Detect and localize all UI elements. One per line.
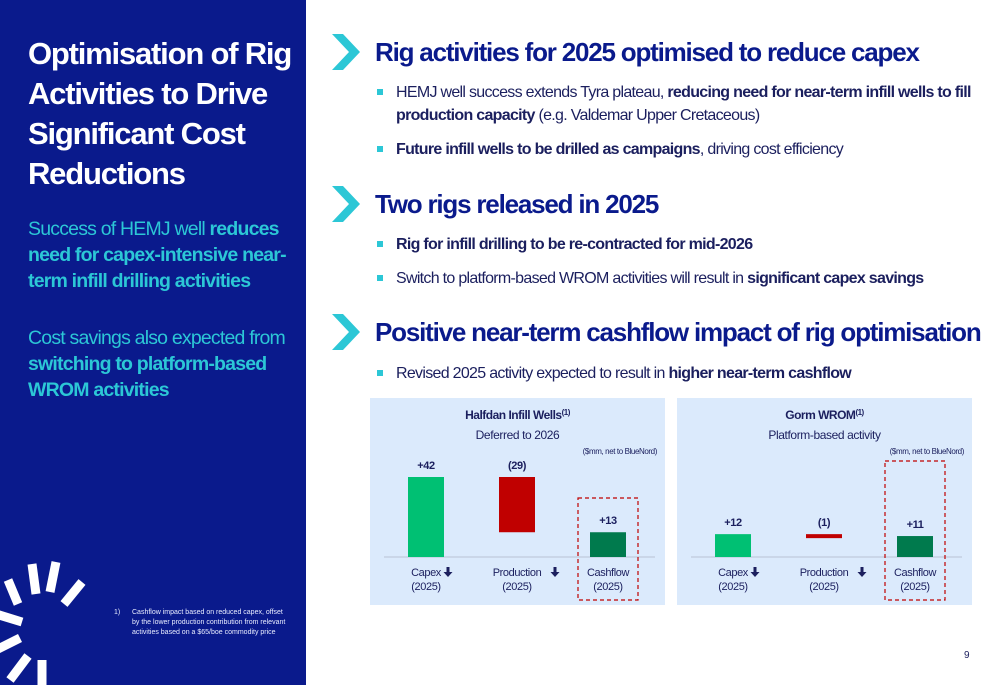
bullet-bold-text: reducing need for near-term infill wells… [396, 84, 971, 124]
section-3-heading: Positive near-term cashflow impact of ri… [332, 314, 982, 350]
chart-data-label: (1) [818, 517, 831, 529]
chart-tick-sublabel: (2025) [718, 581, 747, 593]
left-subtitle-1-text: Success of HEMJ well [28, 218, 210, 240]
left-panel: Optimisation of Rig Activities to Drive … [0, 0, 306, 685]
chart-tick-label-text: Production [493, 567, 542, 579]
chart-data-label: +12 [724, 517, 742, 529]
page-title: Optimisation of Rig Activities to Drive … [28, 36, 292, 191]
bullet-bold-text: significant capex savings [747, 270, 924, 287]
chart-title-text: Gorm WROM [785, 408, 856, 422]
chart-data-label: +11 [907, 519, 924, 531]
bullet-text: (e.g. Valdemar Upper Cretaceous) [534, 107, 760, 124]
chart-bar [499, 477, 535, 533]
chevron-right-icon [332, 314, 360, 350]
bullet-item: Revised 2025 activity expected to result… [376, 362, 976, 385]
chart-tick-label-text: Capex [411, 567, 442, 579]
bullet-text: HEMJ well success extends Tyra plateau, [396, 84, 668, 101]
bullet-item: Switch to platform-based WROM activities… [376, 267, 976, 290]
chart-tick-label-text: Cashflow [894, 567, 936, 579]
arrow-down-icon [750, 567, 760, 577]
arrow-down-icon [857, 567, 867, 577]
chart-subtitle: Platform-based activity [768, 428, 881, 442]
chart-tick-label: Production [800, 567, 849, 579]
chart-bar [408, 477, 444, 557]
chart-tick-sublabel: (2025) [900, 581, 929, 593]
left-subtitle-2-text: Cost savings also expected from [28, 327, 286, 349]
left-subtitle-1-bold: reduces need for capex-intensive near-te… [28, 218, 287, 292]
chart-svg: Halfdan Infill Wells(1) Deferred to 2026 (… [384, 408, 658, 601]
chart-data-label: +42 [417, 460, 435, 472]
chart-title: Gorm WROM(1) [785, 408, 864, 422]
chart-halfdan-infill-wells: Halfdan Infill Wells(1) Deferred to 2026 (… [370, 398, 665, 605]
chart-tick-label: Production [493, 567, 542, 579]
chart-tick-sublabel: (2025) [809, 581, 838, 593]
chart-title-superscript: (1) [855, 408, 864, 417]
section-1-heading: Rig activities for 2025 optimised to red… [332, 34, 920, 70]
page-number: 9 [964, 650, 970, 661]
chart-gorm-wrom: Gorm WROM(1) Platform-based activity ($mm,… [677, 398, 972, 605]
bullet-text: Switch to platform-based WROM activities… [396, 270, 748, 287]
chart-subtitle: Deferred to 2026 [476, 428, 560, 442]
bullet-text: Revised 2025 activity expected to result… [396, 365, 669, 382]
bullet-item: Rig for infill drilling to be re-contrac… [376, 233, 976, 256]
chart-title-text: Halfdan Infill Wells [465, 408, 562, 422]
chart-tick-label-text: Capex [718, 567, 749, 579]
arrow-down-icon [550, 567, 560, 577]
chart-title-superscript: (1) [562, 408, 571, 417]
chart-data-label: (29) [508, 460, 527, 472]
section-3-bullets: Revised 2025 activity expected to result… [376, 362, 976, 396]
bullet-bold-text: Future infill wells to be drilled as cam… [396, 141, 701, 158]
bullet-bold-text: Rig for infill drilling to be re-contrac… [396, 236, 753, 253]
section-1-bullets: HEMJ well success extends Tyra plateau, … [376, 81, 976, 172]
bullet-item: HEMJ well success extends Tyra plateau, … [376, 81, 976, 127]
arrow-down-icon [443, 567, 453, 577]
section-3-title: Positive near-term cashflow impact of ri… [375, 316, 982, 347]
chart-tick-sublabel: (2025) [502, 581, 531, 593]
chart-tick-sublabel: (2025) [411, 581, 440, 593]
chart-highlight-box [577, 497, 639, 601]
bullet-text: , driving cost efficiency [699, 141, 844, 158]
chart-title: Halfdan Infill Wells(1) [465, 408, 571, 422]
chevron-right-icon [332, 186, 360, 222]
left-subtitle-1: Success of HEMJ well reduces need for ca… [28, 216, 306, 294]
section-2-bullets: Rig for infill drilling to be re-contrac… [376, 233, 976, 301]
chart-bar [590, 532, 626, 557]
section-1-title: Rig activities for 2025 optimised to red… [375, 36, 920, 67]
chart-unit-note: ($mm, net to BlueNord) [890, 447, 965, 456]
footnote-text: Cashflow impact based on reduced capex, … [132, 609, 286, 636]
chart-tick-label: Cashflow [894, 567, 936, 579]
chart-tick-label-text: Cashflow [587, 567, 629, 579]
chart-tick-label-text: Production [800, 567, 849, 579]
footnote-number: 1) [114, 609, 121, 616]
chart-bar [897, 536, 933, 557]
chart-unit-note: ($mm, net to BlueNord) [583, 447, 658, 456]
chevron-right-icon [332, 34, 360, 70]
bullet-bold-text: higher near-term cashflow [668, 365, 852, 382]
section-2-heading: Two rigs released in 2025 [332, 186, 659, 222]
chart-bar [806, 534, 842, 539]
chart-svg: Gorm WROM(1)Platform-based activity($mm,… [691, 408, 965, 601]
bullet-item: Future infill wells to be drilled as cam… [376, 138, 976, 161]
chart-tick-label: Capex [718, 567, 749, 579]
chart-bar [715, 534, 751, 557]
left-subtitle-2: Cost savings also expected from switchin… [28, 325, 306, 403]
chart-data-label: +13 [599, 515, 617, 527]
chart-highlight-box [884, 460, 946, 601]
footnote: 1) Cashflow impact based on reduced cape… [114, 608, 290, 638]
left-subtitle-2-bold: switching to platform-based WROM activit… [28, 353, 267, 401]
section-2-title: Two rigs released in 2025 [375, 188, 659, 219]
chart-tick-label: Capex [411, 567, 442, 579]
chart-tick-sublabel: (2025) [593, 581, 622, 593]
bluenord-logo-icon [0, 561, 86, 685]
chart-tick-label: Cashflow [587, 567, 629, 579]
